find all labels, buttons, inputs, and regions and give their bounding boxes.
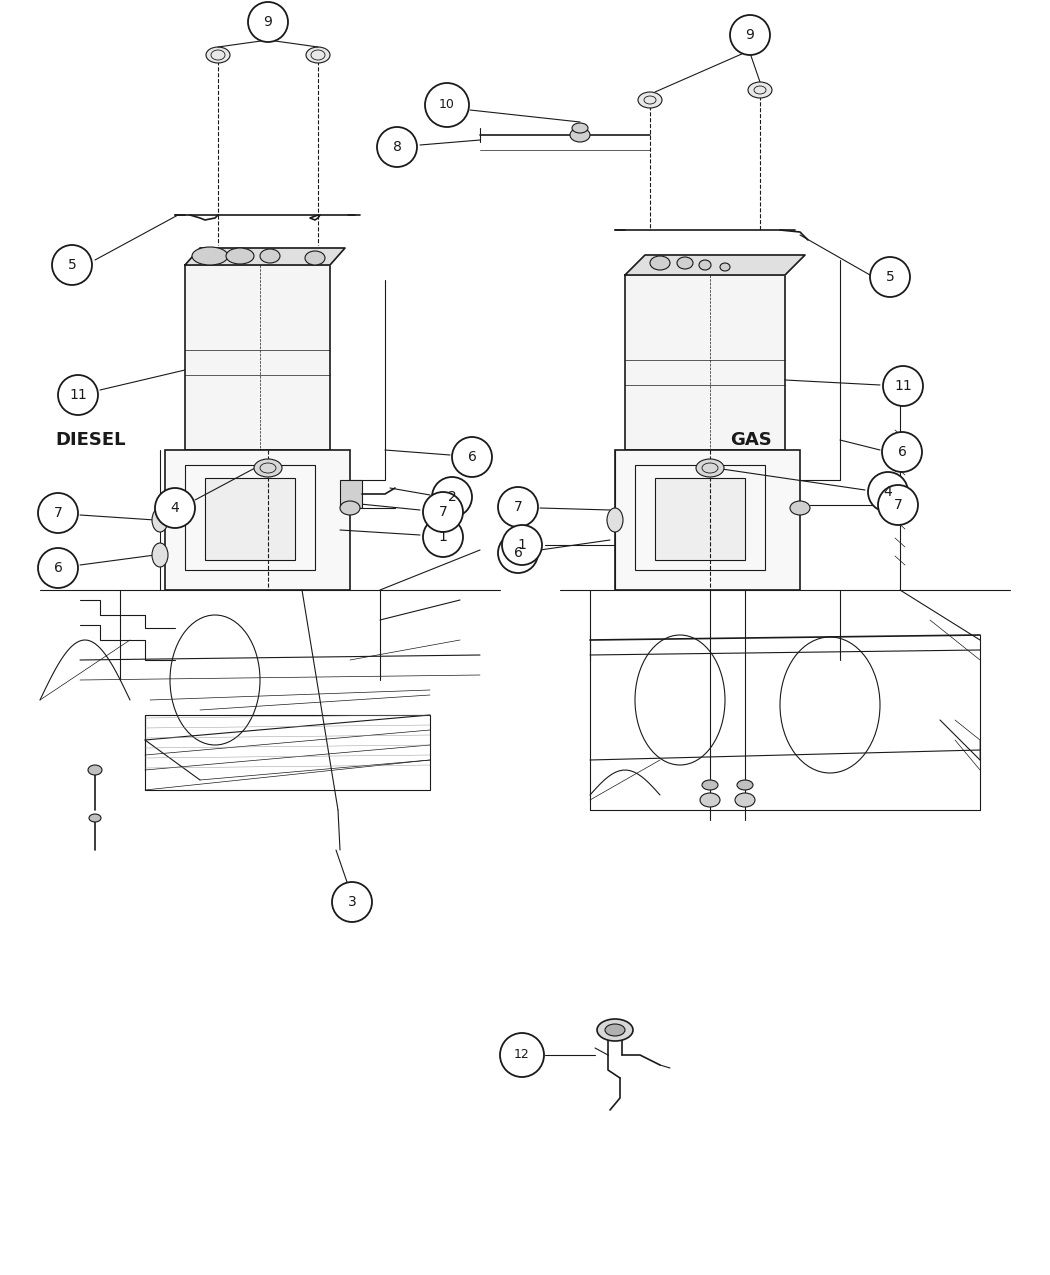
Ellipse shape (248, 3, 288, 42)
Text: 7: 7 (894, 499, 902, 513)
Ellipse shape (377, 128, 417, 167)
Ellipse shape (502, 525, 542, 565)
Text: 12: 12 (514, 1048, 530, 1062)
Ellipse shape (607, 507, 623, 532)
Ellipse shape (88, 765, 102, 775)
Ellipse shape (748, 82, 772, 98)
Ellipse shape (735, 793, 755, 807)
Text: 4: 4 (170, 501, 180, 515)
Text: 6: 6 (898, 445, 906, 459)
Ellipse shape (425, 83, 469, 128)
Text: 7: 7 (54, 506, 62, 520)
Text: 11: 11 (895, 379, 911, 393)
Ellipse shape (883, 366, 923, 405)
Ellipse shape (38, 493, 78, 533)
Ellipse shape (306, 47, 330, 62)
Ellipse shape (737, 780, 753, 790)
Bar (145, 715, 430, 790)
Ellipse shape (572, 122, 588, 133)
Ellipse shape (605, 1024, 625, 1037)
Ellipse shape (570, 128, 590, 142)
Ellipse shape (498, 533, 538, 572)
Text: 1: 1 (439, 530, 447, 544)
Ellipse shape (677, 258, 693, 269)
Ellipse shape (432, 477, 472, 516)
Text: 9: 9 (264, 15, 272, 29)
Text: 11: 11 (69, 388, 87, 402)
Ellipse shape (340, 501, 360, 515)
Polygon shape (625, 255, 805, 275)
Text: 5: 5 (67, 258, 77, 272)
Ellipse shape (790, 501, 810, 515)
Bar (205, 478, 295, 560)
Ellipse shape (870, 258, 910, 297)
Text: DIESEL: DIESEL (55, 431, 126, 449)
Bar (635, 465, 765, 570)
Bar (625, 275, 785, 450)
Ellipse shape (89, 813, 101, 822)
Ellipse shape (730, 15, 770, 55)
Ellipse shape (650, 256, 670, 270)
Ellipse shape (226, 249, 254, 264)
Bar (655, 478, 746, 560)
Ellipse shape (304, 251, 326, 265)
Ellipse shape (254, 459, 282, 477)
Ellipse shape (700, 793, 720, 807)
Text: 1: 1 (518, 538, 526, 552)
Ellipse shape (206, 47, 230, 62)
Ellipse shape (192, 247, 228, 265)
Ellipse shape (332, 882, 372, 922)
Ellipse shape (52, 245, 92, 286)
Text: 10: 10 (439, 98, 455, 111)
Text: 5: 5 (885, 270, 895, 284)
Ellipse shape (152, 507, 168, 532)
Ellipse shape (38, 548, 78, 588)
Text: 8: 8 (393, 140, 401, 154)
Ellipse shape (423, 492, 463, 532)
Ellipse shape (702, 780, 718, 790)
Bar (185, 265, 330, 450)
Text: 3: 3 (348, 895, 356, 909)
Ellipse shape (696, 459, 724, 477)
Bar (615, 450, 800, 590)
Ellipse shape (152, 543, 168, 567)
Ellipse shape (498, 487, 538, 527)
Ellipse shape (638, 92, 662, 108)
Bar (165, 450, 350, 590)
Bar (185, 465, 315, 570)
Ellipse shape (868, 472, 908, 513)
Text: GAS: GAS (730, 431, 772, 449)
Text: 2: 2 (447, 490, 457, 504)
Ellipse shape (699, 260, 711, 270)
Text: 9: 9 (746, 28, 755, 42)
Ellipse shape (882, 432, 922, 472)
Ellipse shape (597, 1019, 633, 1040)
Text: 4: 4 (884, 484, 892, 499)
Ellipse shape (423, 516, 463, 557)
Text: 6: 6 (54, 561, 62, 575)
Text: 7: 7 (439, 505, 447, 519)
Polygon shape (185, 249, 345, 265)
Ellipse shape (260, 249, 280, 263)
Ellipse shape (452, 437, 492, 477)
Bar (340, 479, 362, 507)
Ellipse shape (155, 488, 195, 528)
Ellipse shape (720, 263, 730, 272)
Text: 6: 6 (467, 450, 477, 464)
Ellipse shape (878, 484, 918, 525)
Ellipse shape (500, 1033, 544, 1077)
Ellipse shape (58, 375, 98, 414)
Text: 7: 7 (513, 500, 523, 514)
Text: 6: 6 (513, 546, 523, 560)
